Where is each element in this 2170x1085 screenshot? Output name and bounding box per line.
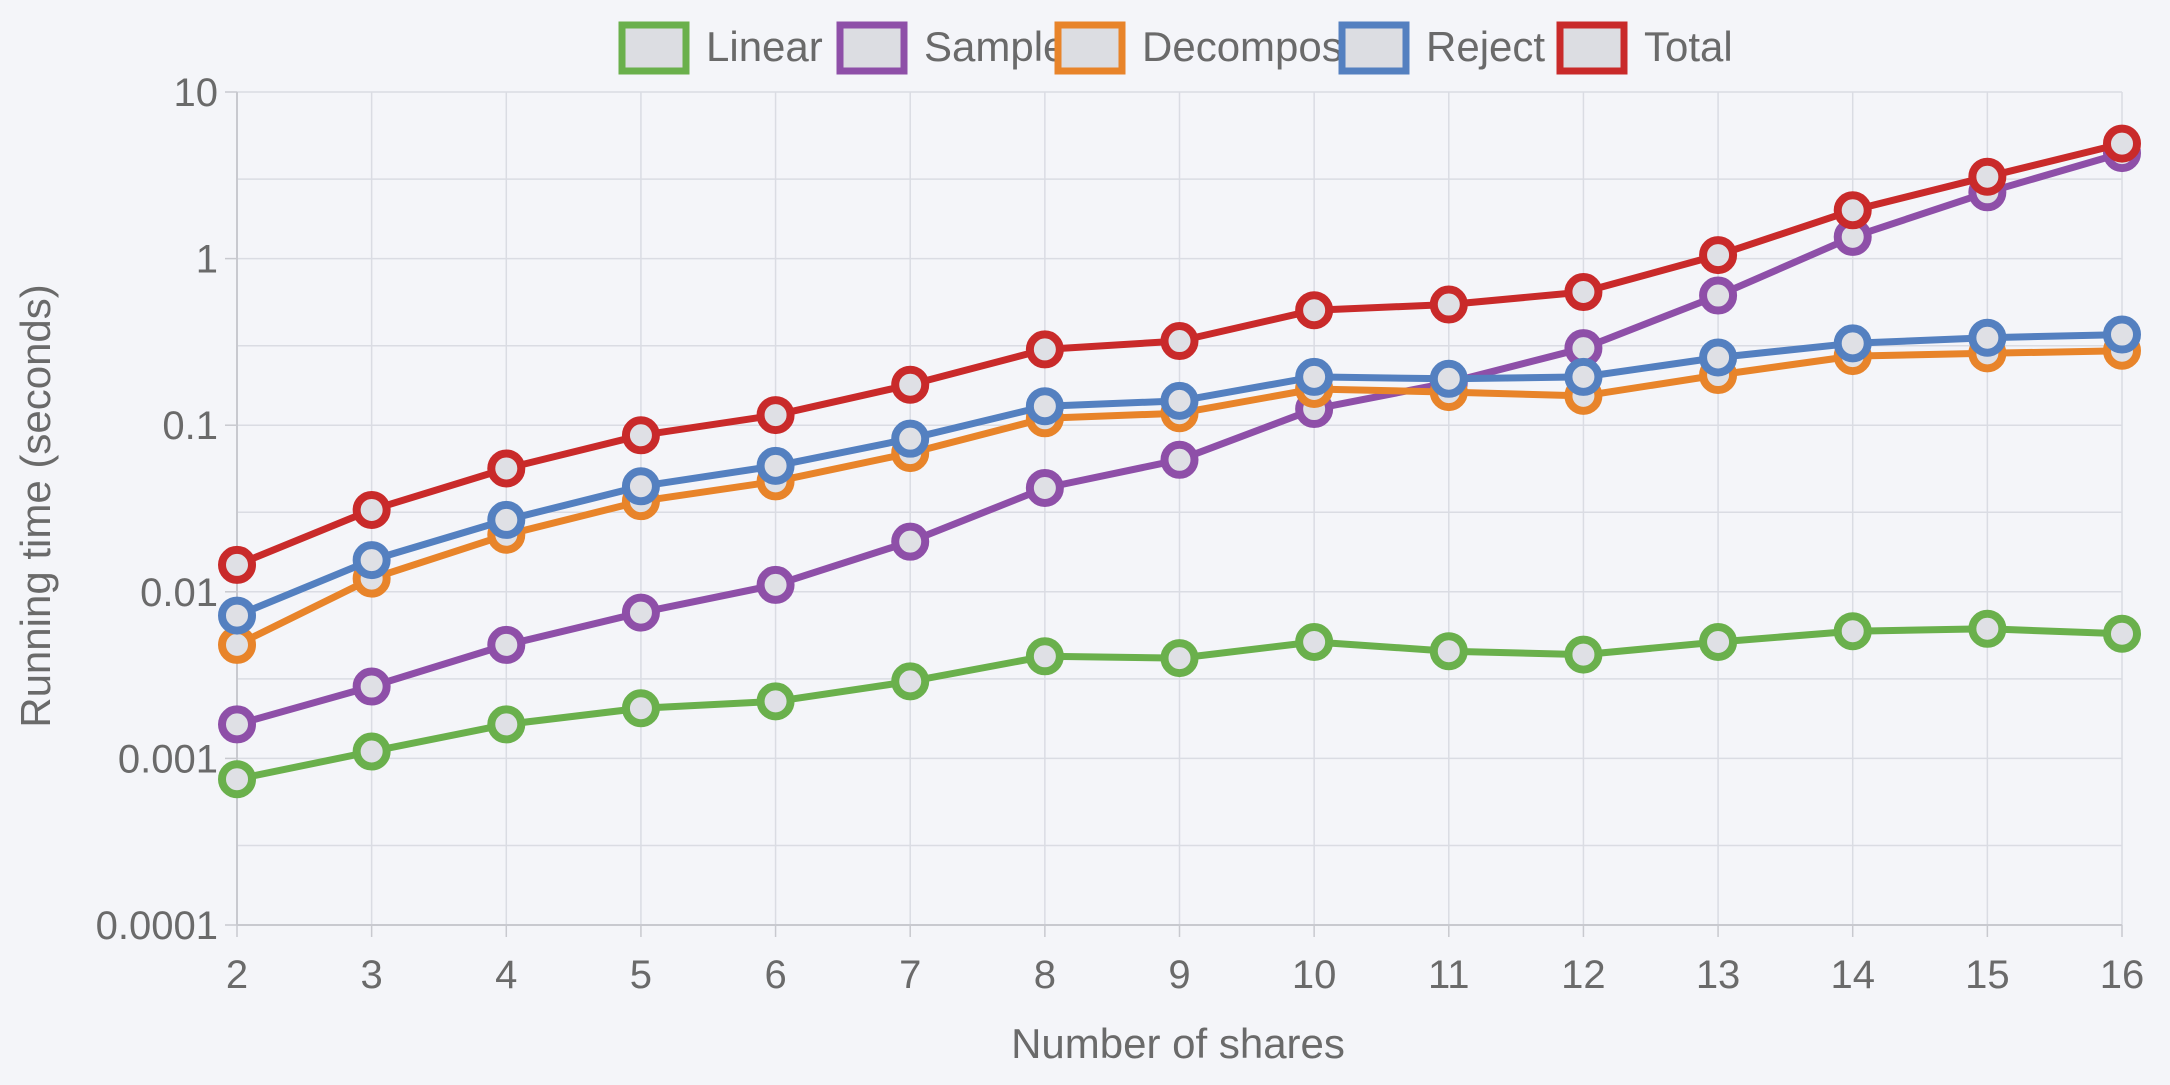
data-point-linear[interactable] xyxy=(1160,639,1199,678)
x-tick-label: 3 xyxy=(361,953,383,997)
x-tick-label: 12 xyxy=(1561,953,1606,997)
x-tick-label: 14 xyxy=(1830,953,1875,997)
y-tick-label: 0.01 xyxy=(140,571,218,615)
data-point-total[interactable] xyxy=(1833,191,1872,230)
data-point-linear[interactable] xyxy=(1429,632,1468,671)
data-point-total[interactable] xyxy=(1564,273,1603,312)
data-point-sample[interactable] xyxy=(487,625,526,664)
data-point-linear[interactable] xyxy=(352,732,391,771)
data-point-total[interactable] xyxy=(2103,124,2141,163)
data-point-linear[interactable] xyxy=(487,705,526,744)
data-point-total[interactable] xyxy=(352,490,391,529)
data-point-linear[interactable] xyxy=(1295,622,1334,661)
legend-label-decompose: Decompose xyxy=(1142,23,1366,70)
data-point-reject[interactable] xyxy=(487,500,526,539)
legend-swatch-total xyxy=(1556,21,1628,75)
legend-swatch-reject xyxy=(1338,21,1410,75)
axis-layer: 2 3 4 5 6 7 8 9 10 11 12 13 14 15 16 10 1 0.1 0.01 0.001 0.0… xyxy=(96,71,2145,997)
x-tick-label: 6 xyxy=(764,953,786,997)
data-point-reject[interactable] xyxy=(756,446,795,485)
x-tick-label: 11 xyxy=(1428,953,1470,997)
data-point-linear[interactable] xyxy=(621,689,660,728)
data-point-total[interactable] xyxy=(1699,236,1738,275)
y-tick-label: 10 xyxy=(174,71,219,115)
legend-item-reject[interactable]: Reject xyxy=(1338,21,1545,75)
legend-label-linear: Linear xyxy=(706,23,823,70)
data-point-reject[interactable] xyxy=(1025,387,1064,426)
data-point-total[interactable] xyxy=(891,365,930,404)
x-axis-title: Number of shares xyxy=(1011,1020,1345,1067)
legend-item-decompose[interactable]: Decompose xyxy=(1054,21,1366,75)
y-tick-label: 1 xyxy=(196,238,218,282)
series-layer xyxy=(218,124,2141,799)
data-point-reject[interactable] xyxy=(1564,357,1603,396)
data-point-reject[interactable] xyxy=(1295,357,1334,396)
data-point-sample[interactable] xyxy=(621,593,660,632)
legend[interactable]: Linear Sample Decompose Reject Total xyxy=(618,21,1733,75)
x-tick-label: 13 xyxy=(1696,953,1741,997)
x-tick-label: 4 xyxy=(495,953,517,997)
data-point-total[interactable] xyxy=(487,449,526,488)
x-tick-label: 7 xyxy=(899,953,921,997)
legend-swatch-sample xyxy=(836,21,908,75)
data-point-reject[interactable] xyxy=(218,596,256,635)
data-point-total[interactable] xyxy=(756,396,795,435)
data-point-sample[interactable] xyxy=(891,522,930,561)
data-point-total[interactable] xyxy=(218,545,256,584)
data-point-sample[interactable] xyxy=(352,667,391,706)
data-point-linear[interactable] xyxy=(756,682,795,721)
y-tick-label: 0.001 xyxy=(118,737,218,781)
y-axis-title: Running time (seconds) xyxy=(12,284,59,728)
data-point-sample[interactable] xyxy=(756,565,795,604)
data-point-reject[interactable] xyxy=(621,467,660,506)
data-point-linear[interactable] xyxy=(1833,612,1872,651)
data-point-linear[interactable] xyxy=(2103,614,2141,653)
y-tick-label: 0.1 xyxy=(162,404,218,448)
data-point-total[interactable] xyxy=(621,416,660,455)
data-point-sample[interactable] xyxy=(1160,440,1199,479)
legend-swatch-linear xyxy=(618,21,690,75)
legend-item-total[interactable]: Total xyxy=(1556,21,1733,75)
x-tick-label: 9 xyxy=(1168,953,1190,997)
data-point-sample[interactable] xyxy=(1699,276,1738,315)
data-point-total[interactable] xyxy=(1025,330,1064,369)
x-tick-label: 15 xyxy=(1965,953,2010,997)
data-point-linear[interactable] xyxy=(891,662,930,701)
x-tick-label: 8 xyxy=(1034,953,1056,997)
x-tick-label: 5 xyxy=(630,953,652,997)
data-point-reject[interactable] xyxy=(891,419,930,458)
data-point-reject[interactable] xyxy=(1968,318,2007,357)
data-point-linear[interactable] xyxy=(1968,609,2007,648)
legend-swatch-decompose xyxy=(1054,21,1126,75)
x-tick-label: 10 xyxy=(1292,953,1337,997)
data-point-reject[interactable] xyxy=(352,541,391,580)
data-point-linear[interactable] xyxy=(1699,622,1738,661)
legend-item-linear[interactable]: Linear xyxy=(618,21,823,75)
x-tick-label: 2 xyxy=(226,953,248,997)
y-tick-label: 0.0001 xyxy=(96,904,218,948)
data-point-reject[interactable] xyxy=(1160,381,1199,420)
data-point-linear[interactable] xyxy=(1564,635,1603,674)
data-point-reject[interactable] xyxy=(2103,315,2141,354)
data-point-reject[interactable] xyxy=(1429,359,1468,398)
legend-label-total: Total xyxy=(1644,23,1733,70)
legend-item-sample[interactable]: Sample xyxy=(836,21,1066,75)
data-point-reject[interactable] xyxy=(1699,338,1738,377)
data-point-linear[interactable] xyxy=(1025,637,1064,676)
data-point-reject[interactable] xyxy=(1833,324,1872,363)
data-point-total[interactable] xyxy=(1160,322,1199,361)
data-point-linear[interactable] xyxy=(218,760,256,799)
legend-label-reject: Reject xyxy=(1426,23,1545,70)
data-point-total[interactable] xyxy=(1429,285,1468,324)
x-tick-label: 16 xyxy=(2100,953,2145,997)
legend-label-sample: Sample xyxy=(924,23,1066,70)
data-point-sample[interactable] xyxy=(218,705,256,744)
data-point-sample[interactable] xyxy=(1025,468,1064,507)
data-point-total[interactable] xyxy=(1968,157,2007,196)
data-point-total[interactable] xyxy=(1295,291,1334,330)
